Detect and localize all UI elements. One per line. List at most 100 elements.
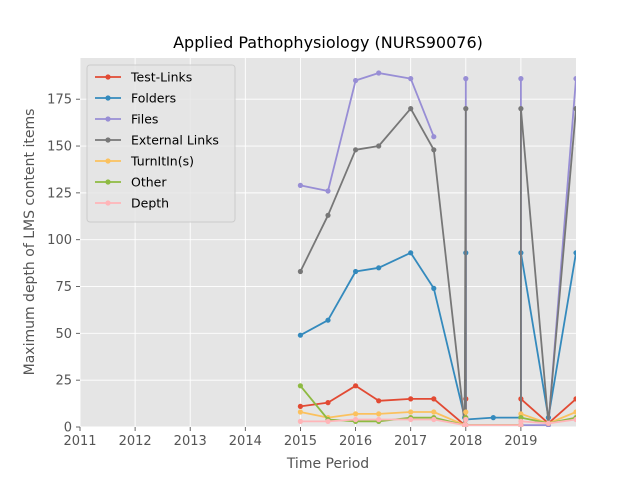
chart-title: Applied Pathophysiology (NURS90076) xyxy=(173,33,483,52)
legend-entry: Files xyxy=(95,112,158,127)
data-point xyxy=(431,285,437,291)
x-tick-label: 2017 xyxy=(394,434,427,449)
data-point xyxy=(353,416,359,423)
series-depth xyxy=(297,416,576,427)
data-point xyxy=(353,383,359,389)
legend-label: Other xyxy=(131,175,167,190)
data-point xyxy=(297,418,303,424)
y-axis-label: Maximum depth of LMS content items xyxy=(22,109,38,376)
data-point xyxy=(325,212,331,218)
data-point xyxy=(297,403,303,409)
data-point xyxy=(408,416,414,423)
legend-entry: Other xyxy=(95,175,167,190)
data-point xyxy=(408,409,414,415)
data-point xyxy=(353,411,359,417)
y-tick-label: 100 xyxy=(47,233,72,248)
data-point xyxy=(376,398,382,404)
data-point xyxy=(353,77,359,84)
data-point xyxy=(408,250,414,256)
data-point xyxy=(376,411,382,417)
data-point xyxy=(518,411,524,417)
data-point xyxy=(573,416,576,423)
y-tick-label: 150 xyxy=(47,140,72,155)
data-point xyxy=(573,106,576,112)
data-point xyxy=(325,418,331,424)
y-tick-label: 75 xyxy=(55,280,72,295)
data-point xyxy=(463,106,469,112)
x-tick-label: 2016 xyxy=(339,434,372,449)
x-axis-label: Time Period xyxy=(286,456,369,472)
legend-entry: TurnItIn(s) xyxy=(95,154,194,169)
legend-marker xyxy=(105,179,111,185)
data-point xyxy=(431,147,437,153)
data-point xyxy=(463,416,469,423)
data-point xyxy=(573,250,576,256)
data-point xyxy=(518,76,524,82)
data-point xyxy=(431,416,437,423)
x-tick-label: 2018 xyxy=(449,434,482,449)
x-tick-label: 2019 xyxy=(504,434,537,449)
axis-ticks: 2011 2012 2013 2014 2015 2016 2017 2018 2019 0 25 5… xyxy=(47,93,537,449)
legend-label: Folders xyxy=(131,91,176,106)
data-point xyxy=(463,76,469,82)
data-point xyxy=(518,106,524,112)
legend-label: TurnItIn(s) xyxy=(130,154,194,169)
x-tick-label: 2013 xyxy=(174,434,207,449)
legend-marker xyxy=(105,95,111,101)
data-point xyxy=(376,416,382,423)
data-point xyxy=(573,396,576,402)
data-point xyxy=(518,415,524,421)
data-point xyxy=(353,147,359,153)
data-point xyxy=(325,400,331,406)
y-tick-label: 0 xyxy=(64,421,72,436)
data-point xyxy=(376,70,382,76)
data-point xyxy=(376,143,382,149)
legend-entry: Depth xyxy=(95,196,169,211)
data-point xyxy=(545,420,552,426)
y-tick-label: 50 xyxy=(55,327,72,342)
legend-entry: Test-Links xyxy=(95,70,192,85)
data-point xyxy=(573,76,576,82)
legend-label: External Links xyxy=(131,133,219,148)
x-tick-label: 2011 xyxy=(63,434,96,449)
legend-marker xyxy=(105,158,111,164)
legend-marker xyxy=(105,137,111,143)
data-point xyxy=(376,265,382,271)
data-point xyxy=(297,332,303,338)
legend-marker xyxy=(105,200,111,206)
data-point xyxy=(353,268,359,275)
data-point xyxy=(573,409,576,415)
legend-box xyxy=(86,64,236,223)
legend-marker xyxy=(105,74,111,80)
data-point xyxy=(431,396,437,402)
data-point xyxy=(518,418,524,424)
series-layer xyxy=(297,70,576,427)
data-point xyxy=(297,383,303,389)
data-point xyxy=(297,409,303,415)
data-point xyxy=(408,106,414,112)
data-point xyxy=(325,317,331,323)
x-tick-label: 2015 xyxy=(284,434,317,449)
x-tick-label: 2014 xyxy=(229,434,262,449)
data-point xyxy=(297,182,303,188)
legend-marker xyxy=(105,116,111,122)
legend: Test-Links Folders Files External Links Turn… xyxy=(86,64,236,223)
legend-label: Files xyxy=(131,112,158,127)
x-tick-label: 2012 xyxy=(119,434,152,449)
legend-label: Test-Links xyxy=(130,70,192,85)
data-point xyxy=(408,76,414,82)
data-point xyxy=(490,415,496,421)
data-point xyxy=(431,134,437,140)
y-tick-label: 175 xyxy=(47,93,72,108)
legend-label: Depth xyxy=(131,196,169,211)
data-point xyxy=(408,396,414,402)
data-point xyxy=(297,268,303,275)
legend-entry: External Links xyxy=(95,133,219,148)
y-tick-label: 125 xyxy=(47,186,72,201)
data-point xyxy=(463,409,469,415)
data-point xyxy=(463,422,469,427)
y-tick-label: 25 xyxy=(55,374,72,389)
data-point xyxy=(431,409,437,415)
legend-entry: Folders xyxy=(95,91,176,106)
